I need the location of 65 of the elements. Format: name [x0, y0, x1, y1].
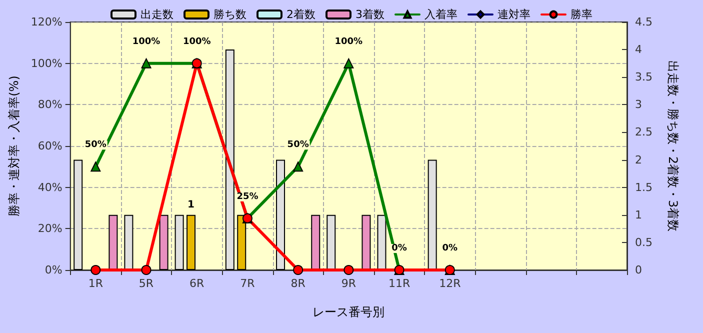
y2-tick-label: 4 — [635, 43, 642, 56]
bar — [159, 214, 168, 270]
bar — [326, 214, 336, 270]
legend-label: 出走数 — [140, 8, 174, 21]
bar — [377, 214, 386, 270]
point — [293, 162, 304, 172]
x-axis-title: レース番号別 — [312, 305, 385, 319]
y-tick-label: 100% — [30, 56, 62, 70]
y2-tick-label: 4.5 — [635, 16, 652, 28]
y-tick-label: 20% — [38, 222, 62, 236]
point — [90, 162, 101, 172]
bar — [186, 214, 196, 270]
bar — [428, 160, 437, 270]
data-label: 50% — [84, 140, 106, 150]
bar — [74, 160, 83, 270]
point — [141, 58, 152, 68]
point — [141, 265, 152, 275]
data-label: 25% — [236, 192, 258, 202]
legend-label: 3着数 — [356, 8, 384, 21]
data-label: 100% — [334, 36, 363, 47]
bar — [174, 214, 184, 270]
data-label: 1 — [188, 199, 195, 210]
data-label: 50% — [287, 140, 309, 150]
point — [90, 265, 101, 275]
y2-tick-label: 0.5 — [635, 236, 652, 249]
legend-label: 入着率 — [424, 8, 458, 21]
legend-label: 勝率 — [570, 8, 592, 21]
legend-label: 連対率 — [498, 8, 530, 21]
x-tick-label: 9R — [341, 277, 356, 290]
x-tick-label: 8R — [290, 277, 306, 290]
y2-axis-title: 出走数・勝ち数・2着数・3着数 — [666, 60, 680, 232]
legend-label: 2着数 — [286, 8, 316, 21]
point — [293, 265, 304, 275]
y2-tick-label: 2 — [635, 153, 642, 166]
y-tick-label: 80% — [38, 98, 62, 112]
legend-label: 勝ち数 — [214, 8, 246, 21]
data-label: 100% — [182, 36, 211, 47]
y2-tick-label: 0 — [635, 264, 642, 276]
y-tick-label: 120% — [30, 16, 62, 28]
point — [344, 265, 354, 275]
y-tick-label: 40% — [38, 180, 62, 194]
y2-tick-label: 1 — [635, 208, 642, 222]
x-tick-label: 1R — [88, 277, 104, 290]
y2-tick-label: 3.5 — [635, 70, 652, 84]
point — [344, 58, 354, 68]
y-tick-label: 0% — [44, 264, 62, 276]
bar — [311, 214, 320, 270]
x-tick-label: 6R — [190, 277, 205, 290]
bar — [124, 214, 134, 270]
y2-tick-label: 3 — [635, 98, 642, 112]
bar — [225, 50, 234, 270]
y-tick-label: 60% — [38, 140, 62, 152]
x-tick-label: 5R — [138, 277, 154, 290]
y-axis-title: 勝率・連対率・入着率(%) — [7, 76, 21, 216]
data-label: 0% — [442, 244, 458, 254]
x-tick-label: 11R — [388, 277, 410, 290]
y2-tick-label: 2.5 — [635, 126, 652, 139]
data-label: 100% — [132, 36, 160, 47]
bar — [362, 214, 371, 270]
bar — [108, 214, 118, 270]
data-label: 0% — [392, 244, 407, 254]
y2-tick-label: 1.5 — [635, 180, 652, 194]
bar — [276, 160, 286, 270]
x-tick-label: 12R — [439, 277, 462, 290]
x-tick-label: 7R — [240, 277, 256, 290]
